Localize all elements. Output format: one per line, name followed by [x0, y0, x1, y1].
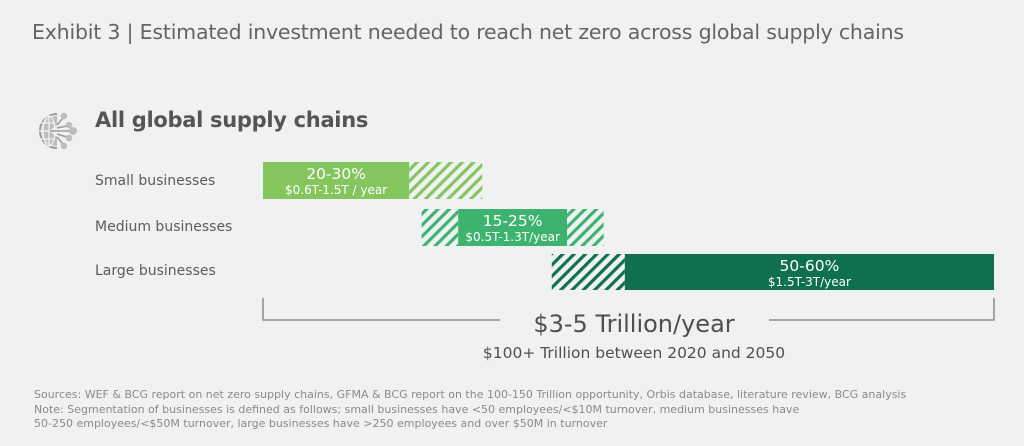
- bar-large-hatched-segment-0: [551, 254, 625, 290]
- bar-large-solid-segment-1: [624, 254, 994, 290]
- segmentation-note-line2: 50-250 employees/<$50M turnover, large b…: [34, 417, 608, 430]
- section-title: All global supply chains: [95, 108, 369, 132]
- bar-share-label-medium: 15-25%: [483, 212, 543, 230]
- bar-value-label-small: $0.6T-1.5T / year: [285, 183, 387, 197]
- row-label-medium: Medium businesses: [95, 219, 233, 235]
- footnotes: Sources: WEF & BCG report on net zero su…: [34, 388, 906, 432]
- total-bracket: [262, 298, 995, 321]
- globe-network-icon: [34, 112, 77, 150]
- bar-small-solid-segment-0: [263, 162, 410, 199]
- bar-medium-hatched-segment-0: [421, 209, 459, 246]
- bar-value-label-medium: $0.5T-1.3T/year: [465, 230, 560, 244]
- bar-share-label-small: 20-30%: [306, 165, 366, 183]
- total-cumulative-investment: $100+ Trillion between 2020 and 2050: [482, 344, 786, 362]
- bar-value-label-large: $1.5T-3T/year: [768, 275, 851, 289]
- bracket-right: [769, 298, 995, 321]
- row-label-small: Small businesses: [95, 173, 216, 189]
- total-annual-investment: $3-5 Trillion/year: [533, 310, 735, 338]
- bracket-left: [262, 298, 500, 321]
- exhibit-title: Exhibit 3 | Estimated investment needed …: [32, 20, 904, 44]
- sources-note: Sources: WEF & BCG report on net zero su…: [34, 388, 907, 401]
- bar-medium-solid-segment-1: [458, 209, 568, 246]
- bar-share-label-large: 50-60%: [780, 257, 840, 275]
- segmentation-note-line1: Note: Segmentation of businesses is defi…: [34, 402, 800, 416]
- row-label-large: Large businesses: [95, 263, 216, 279]
- bar-small-hatched-segment-1: [409, 162, 483, 199]
- bar-medium-hatched-segment-2: [567, 209, 604, 246]
